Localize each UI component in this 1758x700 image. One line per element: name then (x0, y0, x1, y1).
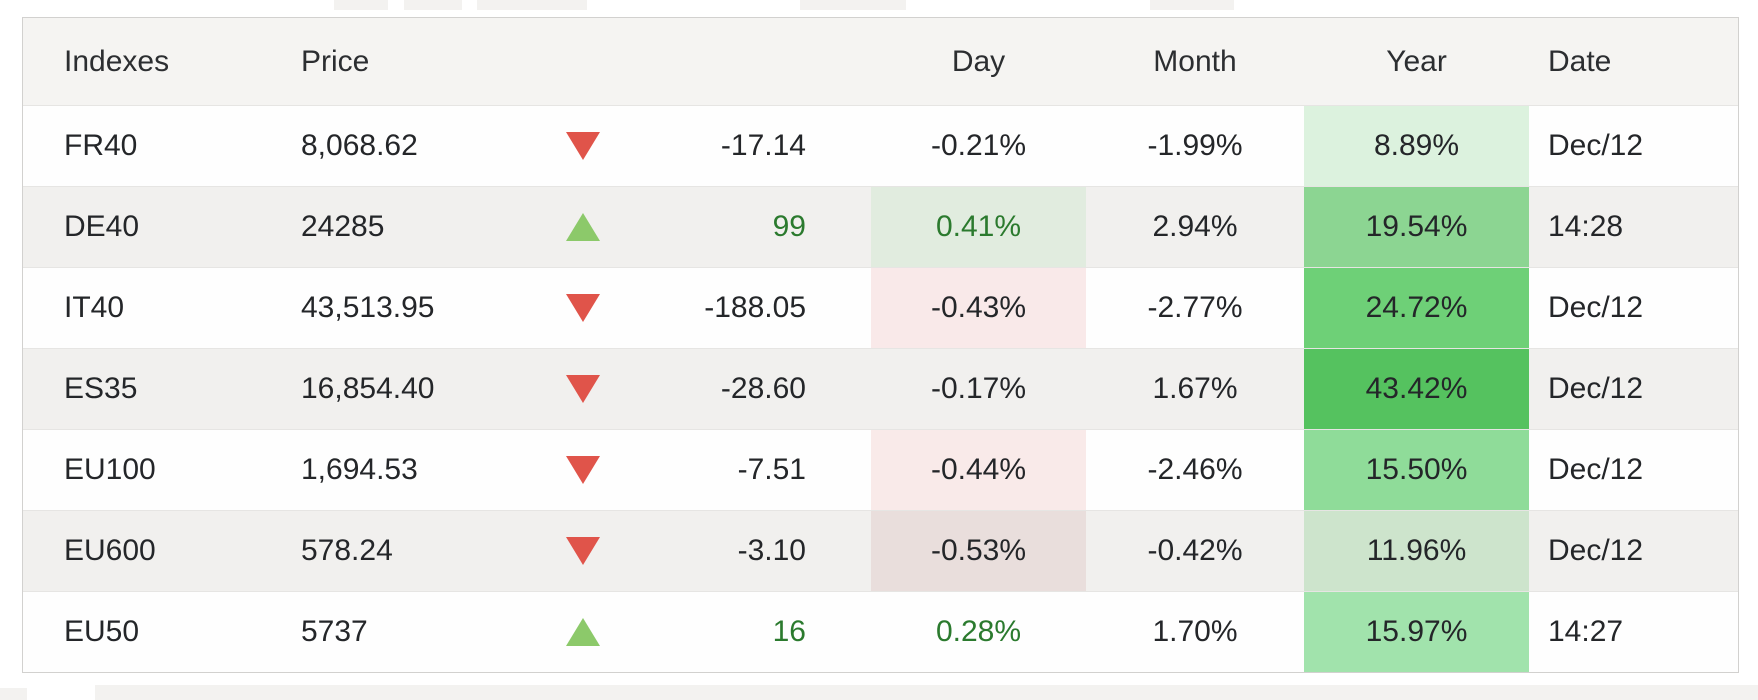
month-percent: 2.94% (1152, 210, 1238, 243)
month-percent: -2.46% (1147, 453, 1243, 486)
clipped-content-fragment (404, 0, 462, 10)
table-header-row: Indexes Price Day Month Year Date (23, 18, 1738, 105)
index-name[interactable]: ES35 (64, 372, 138, 405)
index-name[interactable]: EU100 (64, 453, 156, 486)
price-value: 43,513.95 (301, 291, 435, 324)
change-value: 16 (772, 615, 806, 648)
price-value: 5737 (301, 615, 368, 648)
table-row-eu100[interactable]: EU100 1,694.53 -7.51 -0.44% -2.46% 15.50… (23, 429, 1738, 510)
clipped-content-fragment (1150, 0, 1234, 10)
trend-down-icon (566, 537, 600, 565)
date-value: Dec/12 (1548, 372, 1644, 405)
date-value: 14:27 (1548, 615, 1624, 648)
indexes-table: Indexes Price Day Month Year Date FR40 8… (22, 17, 1739, 673)
month-percent: 1.70% (1152, 615, 1238, 648)
month-percent: -1.99% (1147, 129, 1243, 162)
column-header-date: Date (1548, 44, 1612, 78)
clipped-content-fragment (0, 688, 27, 700)
day-percent: -0.21% (930, 129, 1027, 162)
column-header-indexes: Indexes (64, 44, 170, 78)
change-value: -7.51 (737, 453, 806, 486)
column-header-empty (628, 18, 871, 105)
date-value: 14:28 (1548, 210, 1624, 243)
year-percent: 8.89% (1304, 106, 1529, 186)
table-row-eu50[interactable]: EU50 5737 16 0.28% 1.70% 15.97% 14:27 (23, 591, 1738, 672)
trend-down-icon (566, 456, 600, 484)
year-percent: 11.96% (1304, 511, 1529, 591)
price-value: 8,068.62 (301, 129, 418, 162)
clipped-content-fragment (800, 0, 906, 10)
price-value: 578.24 (301, 534, 393, 567)
year-percent: 43.42% (1304, 349, 1529, 429)
date-value: Dec/12 (1548, 453, 1644, 486)
table-row-it40[interactable]: IT40 43,513.95 -188.05 -0.43% -2.77% 24.… (23, 267, 1738, 348)
date-value: Dec/12 (1548, 129, 1644, 162)
day-percent: 0.41% (871, 187, 1086, 267)
price-value: 24285 (301, 210, 385, 243)
trend-up-icon (566, 618, 600, 646)
column-header-year: Year (1386, 44, 1447, 78)
change-value: -17.14 (720, 129, 806, 162)
date-value: Dec/12 (1548, 291, 1644, 324)
day-percent: -0.44% (871, 430, 1086, 510)
price-value: 16,854.40 (301, 372, 435, 405)
index-name[interactable]: DE40 (64, 210, 140, 243)
change-value: -28.60 (720, 372, 806, 405)
column-header-price: Price (301, 44, 370, 78)
table-row-de40[interactable]: DE40 24285 99 0.41% 2.94% 19.54% 14:28 (23, 186, 1738, 267)
clipped-content-fragment (334, 0, 388, 10)
year-percent: 15.50% (1304, 430, 1529, 510)
day-percent: -0.53% (871, 511, 1086, 591)
column-header-day: Day (951, 44, 1006, 78)
column-header-empty (538, 18, 628, 105)
column-header-month: Month (1153, 44, 1237, 78)
month-percent: -0.42% (1147, 534, 1243, 567)
trend-down-icon (566, 294, 600, 322)
clipped-content-fragment (477, 0, 587, 10)
table-row-fr40[interactable]: FR40 8,068.62 -17.14 -0.21% -1.99% 8.89%… (23, 105, 1738, 186)
month-percent: 1.67% (1152, 372, 1238, 405)
day-percent: -0.17% (930, 372, 1027, 405)
price-value: 1,694.53 (301, 453, 418, 486)
date-value: Dec/12 (1548, 534, 1644, 567)
index-name[interactable]: FR40 (64, 129, 138, 162)
change-value: 99 (772, 210, 806, 243)
clipped-content-fragment (95, 685, 1758, 700)
day-percent: 0.28% (935, 615, 1022, 648)
change-value: -3.10 (737, 534, 806, 567)
table-row-es35[interactable]: ES35 16,854.40 -28.60 -0.17% 1.67% 43.42… (23, 348, 1738, 429)
year-percent: 24.72% (1304, 268, 1529, 348)
table-row-eu600[interactable]: EU600 578.24 -3.10 -0.53% -0.42% 11.96% … (23, 510, 1738, 591)
year-percent: 15.97% (1304, 592, 1529, 672)
trend-down-icon (566, 132, 600, 160)
index-name[interactable]: IT40 (64, 291, 125, 324)
index-name[interactable]: EU50 (64, 615, 140, 648)
trend-up-icon (566, 213, 600, 241)
day-percent: -0.43% (871, 268, 1086, 348)
index-name[interactable]: EU600 (64, 534, 156, 567)
trend-down-icon (566, 375, 600, 403)
change-value: -188.05 (704, 291, 806, 324)
month-percent: -2.77% (1147, 291, 1243, 324)
year-percent: 19.54% (1304, 187, 1529, 267)
